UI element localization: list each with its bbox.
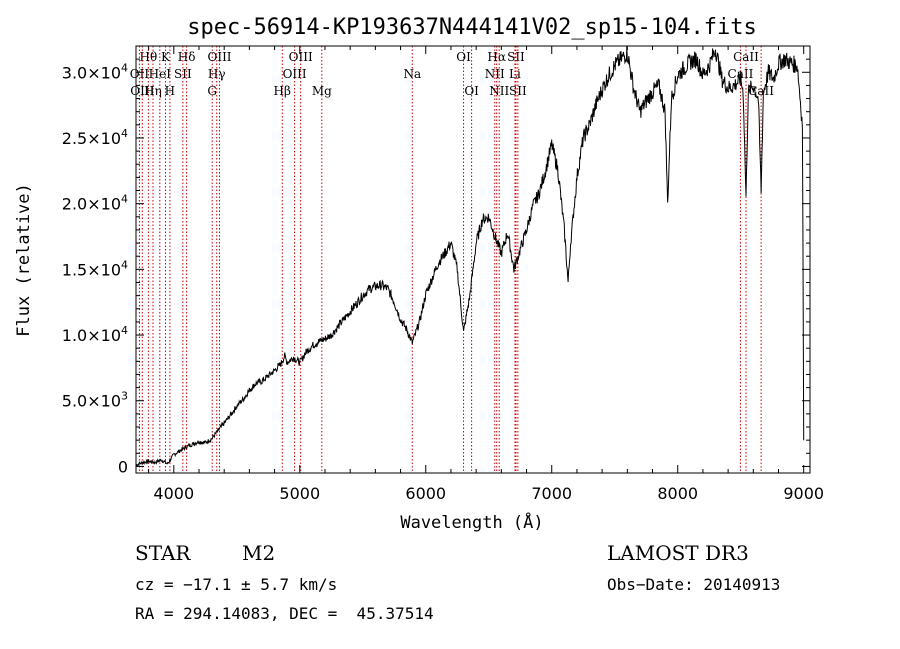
- spectral-line-label: SII: [174, 67, 192, 81]
- x-tick-label: 8000: [657, 484, 698, 503]
- spectral-line-label: Mg: [312, 84, 332, 98]
- spectral-line-label: OIII: [207, 50, 231, 64]
- x-tick-label: 5000: [279, 484, 320, 503]
- spectrum-line: [135, 46, 805, 468]
- y-tick-label: 5.0×103: [62, 390, 128, 411]
- y-axis-label: Flux (relative): [14, 183, 34, 337]
- spectral-line-label: Hα: [487, 50, 506, 64]
- spectral-line-label: Li: [509, 67, 521, 81]
- plot-frame: [135, 45, 811, 474]
- spectral-line-label: NII: [489, 84, 509, 98]
- y-tick-label: 2.0×104: [62, 193, 128, 214]
- redshift-velocity: cz = −17.1 ± 5.7 km/s: [135, 575, 338, 594]
- chart-title: spec-56914-KP193637N444141V02_sp15-104.f…: [187, 15, 757, 40]
- spectral-line-label: CaII: [733, 50, 759, 64]
- ra-dec: RA = 294.14083, DEC = 45.37514: [135, 604, 434, 623]
- y-tick-label: 2.5×104: [62, 127, 128, 148]
- spectral-line-label: SII: [507, 50, 525, 64]
- y-tick-label: 3.0×104: [62, 61, 128, 82]
- y-tick-label: 1.0×104: [62, 324, 128, 345]
- spectral-line-label: OIII: [283, 67, 307, 81]
- object-subclass: M2: [242, 541, 276, 565]
- x-tick-label: 7000: [531, 484, 572, 503]
- observation-date: Obs−Date: 20140913: [607, 575, 781, 594]
- y-tick-label: 1.5×104: [62, 258, 128, 279]
- spectral-line-label: SII: [509, 84, 527, 98]
- spectral-lines: HθOIIOIIIHηHeIKHSIIHδGHγOIIIHβOIIIOIIIMg…: [130, 46, 774, 473]
- spectral-line-label: Hβ: [274, 84, 291, 98]
- spectral-line-label: Na: [403, 67, 421, 81]
- spectral-line-label: OIII: [289, 50, 313, 64]
- x-tick-label: 9000: [783, 484, 824, 503]
- x-tick-label: 6000: [405, 484, 446, 503]
- spectral-line-label: HeI: [149, 67, 172, 81]
- x-tick-label: 4000: [153, 484, 194, 503]
- y-tick-label: 0: [118, 457, 128, 476]
- spectral-line-label: H: [165, 84, 175, 98]
- axis-ticks: 4000 5000 6000 7000 8000 9000 0 5.0×103 1.0×104 1…: [62, 46, 824, 503]
- spectral-line-label: CaII: [748, 84, 774, 98]
- spectral-line-label: OI: [456, 50, 471, 64]
- spectral-line-label: Hη: [144, 84, 162, 98]
- survey-name: LAMOST DR3: [607, 541, 749, 565]
- x-axis-label: Wavelength (Å): [400, 511, 543, 533]
- object-class: STAR: [135, 541, 191, 565]
- spectral-line-label: OI: [464, 84, 479, 98]
- spectral-line-label: Hγ: [208, 67, 226, 81]
- spectral-line-label: K: [161, 50, 171, 64]
- spectral-line-label: OII: [130, 67, 150, 81]
- spectral-line-label: G: [207, 84, 217, 98]
- spectral-line-label: NII: [485, 67, 505, 81]
- spectral-line-label: Hδ: [178, 50, 196, 64]
